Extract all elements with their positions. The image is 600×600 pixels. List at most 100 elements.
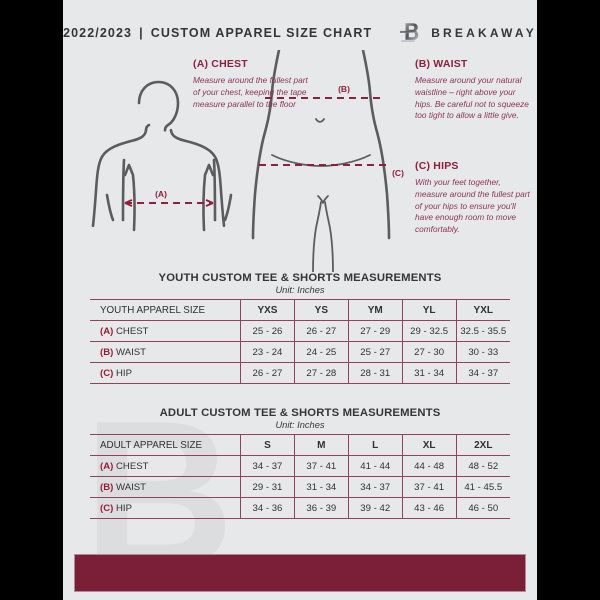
adult-cell-1-2: 34 - 37	[347, 476, 403, 498]
youth-col-4: YXL	[455, 299, 510, 321]
measurement-illustration: (A) (B) (C) (A) CHEST Measure around the…	[63, 50, 537, 272]
adult-table-unit: Unit: Inches	[275, 420, 325, 430]
adult-cell-2-2: 39 - 42	[347, 497, 403, 519]
header-season: 2022/2023	[63, 26, 133, 40]
footer-color-bar	[74, 554, 526, 592]
adult-col-4: 2XL	[455, 434, 510, 456]
table-row: (A) CHEST 25 - 26 26 - 27 27 - 29 29 - 3…	[90, 320, 510, 342]
youth-cell-0-2: 27 - 29	[347, 320, 403, 342]
callout-chest-body: Measure around the fullest part of your …	[193, 75, 308, 109]
adult-cell-0-1: 37 - 41	[293, 455, 349, 477]
callout-hips: (C) HIPS With your feet together, measur…	[415, 160, 533, 236]
youth-cell-0-4: 32.5 - 35.5	[455, 320, 510, 342]
table-row: (B) WAIST 29 - 31 31 - 34 34 - 37 37 - 4…	[90, 476, 510, 498]
header-title-group: 2022/2023 | CUSTOM APPAREL SIZE CHART	[63, 26, 372, 40]
adult-cell-2-4: 46 - 50	[455, 497, 510, 519]
youth-row-2-tag: (C)	[100, 367, 114, 379]
table-header-row: YOUTH APPAREL SIZE YXS YS YM YL YXL	[90, 299, 510, 321]
waist-marker-label: (B)	[338, 84, 350, 94]
youth-cell-2-1: 27 - 28	[293, 362, 349, 384]
youth-row-0-label: (A) CHEST	[90, 320, 241, 342]
callout-hips-body: With your feet together, measure around …	[415, 177, 530, 235]
adult-cell-0-3: 44 - 48	[401, 455, 457, 477]
brand-name: BREAKAWAY	[431, 26, 537, 40]
adult-row-0-tag: (A)	[100, 460, 114, 472]
youth-size-table: YOUTH APPAREL SIZE YXS YS YM YL YXL (A) …	[90, 299, 510, 384]
adult-row-2-name: HIP	[116, 502, 132, 514]
youth-cell-1-4: 30 - 33	[455, 341, 510, 363]
youth-cell-0-0: 25 - 26	[240, 320, 295, 342]
youth-col-0: YXS	[240, 299, 295, 321]
chest-marker-label: (A)	[155, 189, 167, 199]
youth-cell-0-1: 26 - 27	[293, 320, 349, 342]
adult-cell-2-1: 36 - 39	[293, 497, 349, 519]
youth-cell-1-3: 27 - 30	[401, 341, 457, 363]
adult-cell-0-2: 41 - 44	[347, 455, 403, 477]
adult-col-3: XL	[401, 434, 457, 456]
adult-cell-2-0: 34 - 36	[240, 497, 295, 519]
youth-cell-0-3: 29 - 32.5	[401, 320, 457, 342]
adult-cell-1-0: 29 - 31	[240, 476, 295, 498]
adult-row-2-label: (C) HIP	[90, 497, 241, 519]
youth-row-0-name: CHEST	[116, 325, 149, 337]
youth-col-2: YM	[347, 299, 403, 321]
youth-row-2-label: (C) HIP	[90, 362, 241, 384]
adult-row-2-tag: (C)	[100, 502, 114, 514]
youth-table-title: YOUTH CUSTOM TEE & SHORTS MEASUREMENTS	[158, 272, 442, 284]
adult-cell-1-1: 31 - 34	[293, 476, 349, 498]
table-row: (A) CHEST 34 - 37 37 - 41 41 - 44 44 - 4…	[90, 455, 510, 477]
youth-col-3: YL	[401, 299, 457, 321]
youth-table-unit: Unit: Inches	[275, 285, 325, 295]
adult-header-label: ADULT APPAREL SIZE	[90, 434, 241, 456]
adult-row-1-label: (B) WAIST	[90, 476, 241, 498]
adult-cell-1-3: 37 - 41	[401, 476, 457, 498]
callout-waist: (B) WAIST Measure around your natural wa…	[415, 58, 533, 122]
youth-cell-2-4: 34 - 37	[455, 362, 510, 384]
youth-cell-1-2: 25 - 27	[347, 341, 403, 363]
youth-row-1-tag: (B)	[100, 346, 114, 358]
youth-row-2-name: HIP	[116, 367, 132, 379]
adult-col-1: M	[293, 434, 349, 456]
adult-cell-2-3: 43 - 46	[401, 497, 457, 519]
adult-row-0-name: CHEST	[116, 460, 149, 472]
youth-cell-2-2: 28 - 31	[347, 362, 403, 384]
youth-cell-2-3: 31 - 34	[401, 362, 457, 384]
page-header: 2022/2023 | CUSTOM APPAREL SIZE CHART BREA…	[63, 20, 537, 46]
youth-cell-1-0: 23 - 24	[240, 341, 295, 363]
callout-chest-title: (A) CHEST	[193, 58, 248, 70]
table-row: (C) HIP 34 - 36 36 - 39 39 - 42 43 - 46 …	[90, 497, 510, 519]
callout-chest: (A) CHEST Measure around the fullest par…	[193, 58, 313, 110]
table-header-row: ADULT APPAREL SIZE S M L XL 2XL	[90, 434, 510, 456]
adult-col-2: L	[347, 434, 403, 456]
adult-table-block: ADULT CUSTOM TEE & SHORTS MEASUREMENTS U…	[90, 407, 510, 519]
size-chart-page: B 2022/2023 | CUSTOM APPAREL SIZE CHART BR…	[63, 0, 537, 600]
adult-row-1-tag: (B)	[100, 481, 114, 493]
body-figures-svg: (A) (B) (C)	[91, 50, 404, 272]
page-title: CUSTOM APPAREL SIZE CHART	[150, 26, 373, 40]
header-separator: |	[139, 26, 144, 40]
youth-cell-1-1: 24 - 25	[293, 341, 349, 363]
youth-col-1: YS	[293, 299, 349, 321]
callout-waist-body: Measure around your natural waistline – …	[415, 75, 529, 121]
adult-cell-0-4: 48 - 52	[455, 455, 510, 477]
adult-row-1-name: WAIST	[116, 481, 147, 493]
adult-table-title: ADULT CUSTOM TEE & SHORTS MEASUREMENTS	[159, 407, 441, 419]
youth-header-label: YOUTH APPAREL SIZE	[90, 299, 241, 321]
adult-size-table: ADULT APPAREL SIZE S M L XL 2XL (A) CHES…	[90, 434, 510, 519]
youth-row-1-name: WAIST	[116, 346, 147, 358]
breakaway-b-logo-icon	[400, 23, 419, 42]
brand-lockup: BREAKAWAY	[398, 20, 537, 46]
adult-cell-1-4: 41 - 45.5	[455, 476, 510, 498]
adult-col-0: S	[240, 434, 295, 456]
callout-hips-title: (C) HIPS	[415, 160, 459, 172]
youth-table-block: YOUTH CUSTOM TEE & SHORTS MEASUREMENTS U…	[90, 272, 510, 384]
torso-front-figure	[91, 80, 215, 232]
table-row: (C) HIP 26 - 27 27 - 28 28 - 31 31 - 34 …	[90, 362, 510, 384]
youth-row-0-tag: (A)	[100, 325, 114, 337]
youth-row-1-label: (B) WAIST	[90, 341, 241, 363]
chest-measure-line	[124, 199, 214, 207]
adult-cell-0-0: 34 - 37	[240, 455, 295, 477]
youth-cell-2-0: 26 - 27	[240, 362, 295, 384]
table-row: (B) WAIST 23 - 24 24 - 25 25 - 27 27 - 3…	[90, 341, 510, 363]
hips-marker-label: (C)	[392, 168, 404, 178]
